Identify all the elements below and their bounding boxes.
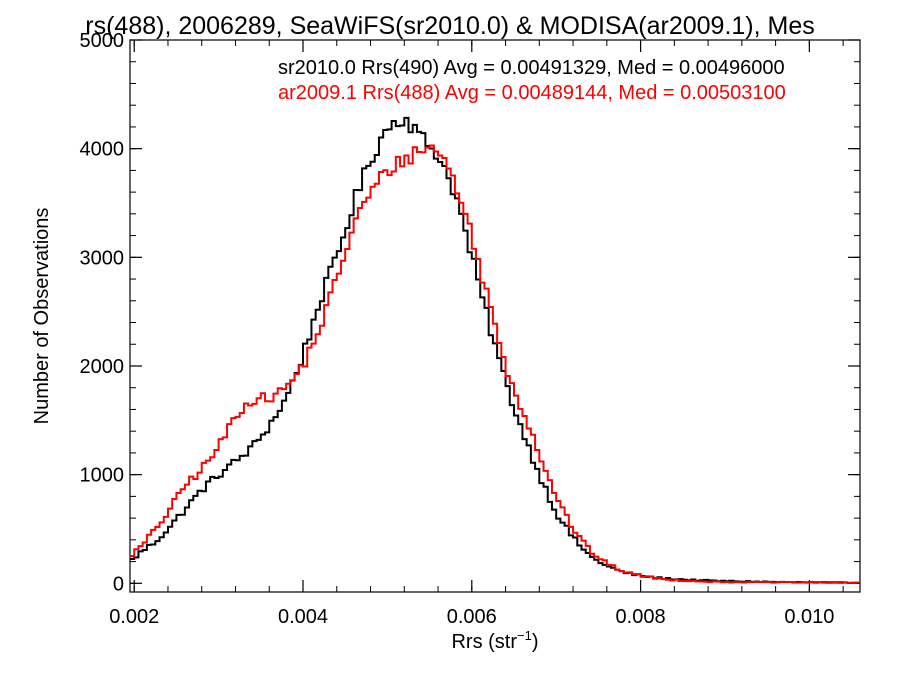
- x-tick-label: 0.008: [616, 606, 666, 628]
- axis-ticks: [130, 39, 860, 592]
- y-tick-label: 1000: [80, 465, 125, 487]
- x-axis-label: Rrs (str−1): [451, 628, 538, 653]
- x-axis-label-superscript: −1: [517, 628, 532, 643]
- legend-entry-ar2009: ar2009.1 Rrs(488) Avg = 0.00489144, Med …: [278, 82, 786, 104]
- y-axis-label: Number of Observations: [31, 208, 53, 425]
- x-axis-label-close: ): [532, 631, 539, 653]
- x-tick-label: 0.006: [447, 606, 497, 628]
- series-sr2010-histogram: [130, 116, 860, 584]
- y-tick-label: 2000: [80, 356, 125, 378]
- y-tick-label: 3000: [80, 247, 125, 269]
- chart-title: rs(488), 2006289, SeaWiFS(sr2010.0) & MO…: [85, 12, 814, 40]
- x-tick-labels: 0.002 0.004 0.006 0.008 0.010: [109, 606, 834, 628]
- y-tick-label: 4000: [80, 139, 125, 161]
- y-tick-labels: 0 1000 2000 3000 4000 5000: [80, 30, 125, 595]
- y-tick-label: 5000: [80, 30, 125, 52]
- x-tick-label: 0.010: [784, 606, 834, 628]
- plot-frame: [129, 39, 861, 593]
- legend-entry-sr2010: sr2010.0 Rrs(490) Avg = 0.00491329, Med …: [278, 57, 785, 79]
- x-tick-label: 0.004: [278, 606, 328, 628]
- series-ar2009-histogram: [130, 144, 860, 584]
- y-tick-label: 0: [113, 573, 124, 595]
- x-axis-label-main: Rrs (str: [451, 631, 517, 653]
- x-tick-label: 0.002: [109, 606, 159, 628]
